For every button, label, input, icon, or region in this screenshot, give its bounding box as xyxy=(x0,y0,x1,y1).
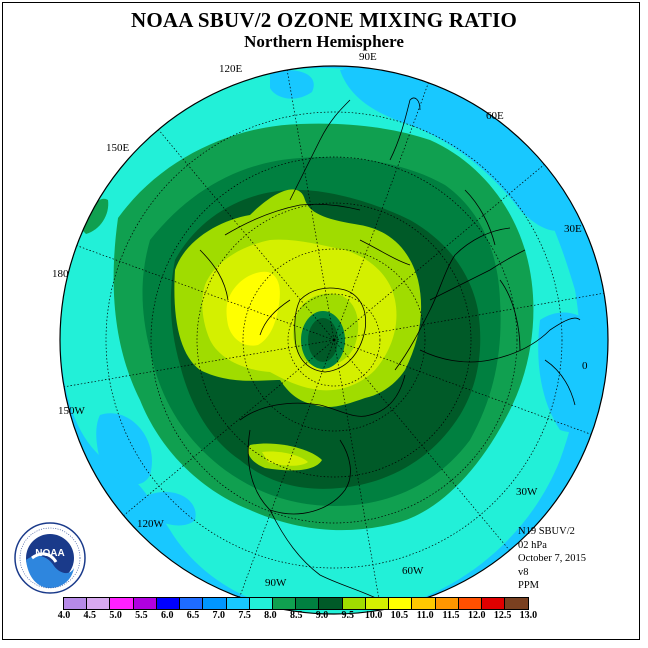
meridian-line xyxy=(158,129,335,341)
lon-label-0: 0 xyxy=(582,360,588,372)
lon-label-90e: 90E xyxy=(359,51,377,63)
colorbar-tick-label: 10.0 xyxy=(364,610,383,621)
colorbar xyxy=(63,597,530,610)
meridian-line xyxy=(123,339,335,516)
map-subtitle: Northern Hemisphere xyxy=(244,32,404,51)
meridian-line xyxy=(333,82,429,341)
colorbar-swatch xyxy=(342,598,366,609)
meridian-line xyxy=(333,164,545,341)
colorbar-ticks: 4.0 4.5 5.0 5.5 6.0 6.5 7.0 7.5 8.0 8.5 9.0 9.5 10.0… xyxy=(0,610,648,624)
colorbar-tick-label: 6.0 xyxy=(160,610,174,621)
colorbar-tick-label: 13.0 xyxy=(519,610,538,621)
colorbar-swatch xyxy=(133,598,157,609)
noaa-logo: NOAA xyxy=(14,522,86,594)
colorbar-swatch xyxy=(435,598,459,609)
meridian-line xyxy=(333,339,382,611)
lon-label-180: 180 xyxy=(52,268,69,280)
lon-label-150e: 150E xyxy=(106,142,130,154)
info-date: October 7, 2015 xyxy=(518,553,586,564)
meridian-line xyxy=(286,69,335,341)
colorbar-swatch xyxy=(481,598,506,609)
contour-7-0-patch xyxy=(148,491,196,526)
colorbar-swatch xyxy=(156,598,181,609)
colorbar-swatch xyxy=(319,598,343,609)
colorbar-tick-label: 4.0 xyxy=(57,610,71,621)
colorbar-swatch xyxy=(458,598,482,609)
colorbar-swatch xyxy=(296,598,320,609)
colorbar-tick-label: 8.5 xyxy=(289,610,303,621)
map-title: NOAA SBUV/2 OZONE MIXING RATIO xyxy=(131,8,517,32)
colorbar-tick-label: 12.5 xyxy=(493,610,512,621)
lon-label-90w: 90W xyxy=(265,577,287,589)
graticule xyxy=(105,111,563,569)
colorbar-tick-label: 5.5 xyxy=(135,610,148,621)
meridians xyxy=(63,69,605,611)
info-level: 02 hPa xyxy=(518,539,547,551)
meridian-line xyxy=(333,292,605,341)
colorbar-swatch xyxy=(203,598,227,609)
colorbar-tick-label: 6.5 xyxy=(186,610,200,621)
colorbar-tick-label: 11.0 xyxy=(416,610,434,621)
ozone-field xyxy=(60,66,608,614)
colorbar-tick-label: 11.5 xyxy=(442,610,460,621)
contour-8-0-patch xyxy=(82,198,109,234)
lon-label-150w: 150W xyxy=(58,405,85,417)
contour-7-0-patch xyxy=(538,312,608,433)
lon-label-60w: 60W xyxy=(402,565,424,577)
colorbar-swatch xyxy=(412,598,436,609)
colorbar-swatch xyxy=(110,598,134,609)
colorbar-tick-label: 4.5 xyxy=(83,610,97,621)
colorbar-tick-label: 8.0 xyxy=(264,610,277,621)
colorbar-tick-label: 9.5 xyxy=(341,610,355,621)
meridian-line xyxy=(333,339,592,435)
lon-label-30e: 30E xyxy=(564,223,582,235)
lon-label-120w: 120W xyxy=(137,518,164,530)
contour-7-0-patch xyxy=(270,70,314,99)
meridian-line xyxy=(333,339,510,551)
contour-10-5 xyxy=(226,271,280,346)
lon-label-120e: 120E xyxy=(219,63,243,75)
polar-core-inner xyxy=(308,318,338,362)
lon-label-60e: 60E xyxy=(486,110,504,122)
meridian-line xyxy=(76,245,335,341)
colorbar-tick-label: 7.5 xyxy=(238,610,251,621)
meridian-line xyxy=(239,339,335,598)
colorbar-swatch xyxy=(180,598,204,609)
colorbar-tick-label: 9.0 xyxy=(315,610,329,621)
colorbar-tick-label: 12.0 xyxy=(468,610,486,621)
contour-7-0-patch xyxy=(340,66,580,231)
info-units: PPM xyxy=(518,580,540,591)
lon-label-30w: 30W xyxy=(516,486,538,498)
colorbar-swatch xyxy=(272,598,297,609)
colorbar-tick-label: 10.5 xyxy=(390,610,409,621)
colorbar-tick-label: 7.0 xyxy=(212,610,226,621)
logo-text: NOAA xyxy=(35,548,64,559)
colorbar-swatch xyxy=(505,598,529,609)
colorbar-swatch xyxy=(64,598,88,609)
meridian-line xyxy=(63,339,335,388)
info-version: v8 xyxy=(518,566,529,578)
colorbar-swatch xyxy=(226,598,250,609)
info-satellite: N19 SBUV/2 xyxy=(518,526,575,537)
colorbar-swatch xyxy=(365,598,390,609)
colorbar-swatch xyxy=(389,598,413,609)
coastlines xyxy=(199,97,581,601)
contour-7-0-patch xyxy=(96,413,152,485)
plot-frame xyxy=(2,2,640,640)
colorbar-swatch xyxy=(249,598,273,609)
colorbar-tick-label: 5.0 xyxy=(109,610,122,621)
colorbar-swatch xyxy=(87,598,111,609)
map-boundary xyxy=(59,65,609,615)
product-info: N19 SBUV/2 02 hPa October 7, 2015 v8 PPM xyxy=(518,525,586,593)
contour-10-0-patch xyxy=(262,451,308,466)
